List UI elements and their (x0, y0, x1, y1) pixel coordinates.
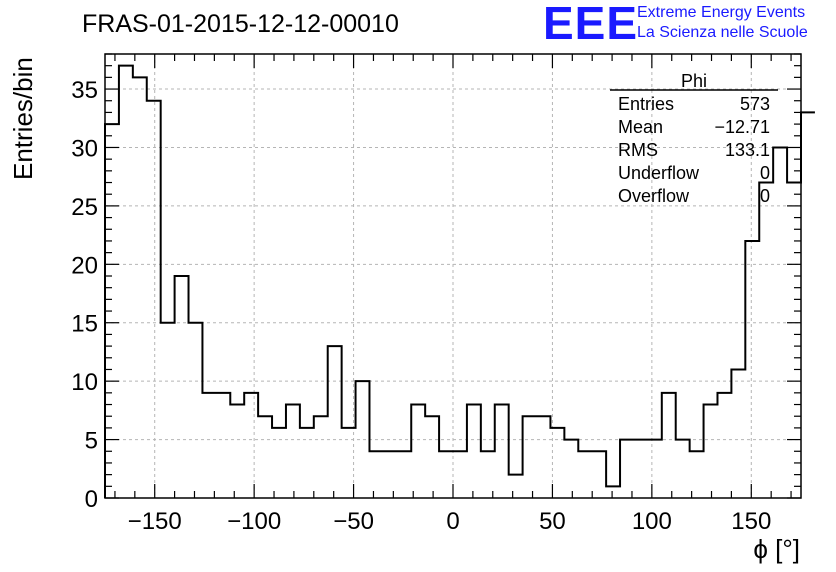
histogram-bin (495, 405, 509, 498)
x-tick-label: 0 (446, 508, 459, 535)
x-tick-label: −150 (128, 508, 182, 535)
x-tick-label: −100 (227, 508, 281, 535)
org-name: Extreme Energy Events (637, 4, 806, 21)
histogram-bin (300, 428, 314, 498)
histogram-bin (147, 101, 161, 498)
histogram-bin (634, 440, 648, 498)
histogram-bin (745, 241, 759, 498)
y-tick-label: 25 (71, 194, 98, 221)
stats-row-label: Overflow (618, 186, 690, 206)
histogram-bin (369, 451, 383, 498)
eee-logo: EEE (543, 0, 639, 49)
histogram-bin (244, 393, 258, 498)
y-axis-label: Entries/bin (8, 57, 38, 180)
histogram-bin (467, 405, 481, 498)
histogram-bin (523, 416, 537, 498)
histogram-bin (258, 416, 272, 498)
y-tick-label: 20 (71, 252, 98, 279)
histogram-bin (189, 323, 203, 498)
histogram-bin (537, 416, 551, 498)
axes (104, 53, 802, 499)
histogram-bin (397, 451, 411, 498)
histogram-bin (202, 393, 216, 498)
histogram-bin (230, 405, 244, 498)
histogram-bin (704, 405, 718, 498)
x-tick-label: −50 (333, 508, 374, 535)
histogram-bin (328, 346, 342, 498)
stats-row-label: Mean (618, 117, 663, 137)
histogram-bin (175, 276, 189, 498)
x-tick-label: 150 (731, 508, 771, 535)
histogram-bin (564, 440, 578, 498)
x-tick-label: 50 (539, 508, 566, 535)
histogram-bin (314, 416, 328, 498)
histogram-bin (286, 405, 300, 498)
y-tick-label: 0 (85, 486, 98, 513)
histogram-bin (773, 147, 787, 498)
grid-lines (105, 54, 801, 498)
stats-row-value: 133.1 (725, 140, 770, 160)
histogram-bin (606, 486, 620, 498)
stats-row-value: 0 (760, 163, 770, 183)
org-subtitle: La Scienza nelle Scuole (637, 24, 808, 41)
y-tick-label: 30 (71, 135, 98, 162)
histogram-bin (648, 440, 662, 498)
y-tick-label: 15 (71, 311, 98, 338)
histogram-bin (662, 393, 676, 498)
histogram-bin (690, 451, 704, 498)
y-tick-label: 10 (71, 369, 98, 396)
histogram-bin (161, 323, 175, 498)
histogram-bin (356, 381, 370, 498)
histogram-bin (592, 451, 606, 498)
stats-row-value: −12.71 (714, 117, 770, 137)
histogram-bin (620, 440, 634, 498)
histogram-outline (104, 64, 815, 498)
histogram-bin (216, 393, 230, 498)
histogram-bin (272, 428, 286, 498)
histogram-bin (133, 77, 147, 498)
stats-row-value: 0 (760, 186, 770, 206)
run-title: FRAS-01-2015-12-12-00010 (82, 10, 399, 38)
histogram-bin (801, 112, 815, 498)
histogram-bin (411, 405, 425, 498)
y-tick-label: 5 (85, 428, 98, 455)
histogram-bin (509, 475, 523, 498)
histogram-series (104, 64, 815, 498)
histogram-bin (578, 451, 592, 498)
histogram-bin (759, 183, 773, 498)
y-tick-label: 35 (71, 77, 98, 104)
histogram-bin (425, 416, 439, 498)
stats-row-value: 573 (740, 94, 770, 114)
histogram-bin (717, 393, 731, 498)
histogram-bin (676, 440, 690, 498)
histogram-bin (481, 451, 495, 498)
histogram-bin (453, 451, 467, 498)
x-axis-label: ϕ [°] (753, 534, 800, 564)
stats-box: Phi Entries 573 Mean −12.71 RMS 133.1 Underflo… (610, 71, 778, 206)
histogram-bin (439, 451, 453, 498)
histogram-bin (731, 369, 745, 498)
stats-box-title: Phi (681, 71, 707, 91)
x-tick-label: 100 (632, 508, 672, 535)
stats-row-label: Underflow (618, 163, 700, 183)
histogram-bin (119, 66, 133, 498)
stats-row-label: RMS (618, 140, 658, 160)
tick-labels: −150 −100 −50 0 50 100 150 0 5 10 15 20 25 30 35 (71, 77, 771, 535)
stats-row-label: Entries (618, 94, 674, 114)
histogram-bin (383, 451, 397, 498)
